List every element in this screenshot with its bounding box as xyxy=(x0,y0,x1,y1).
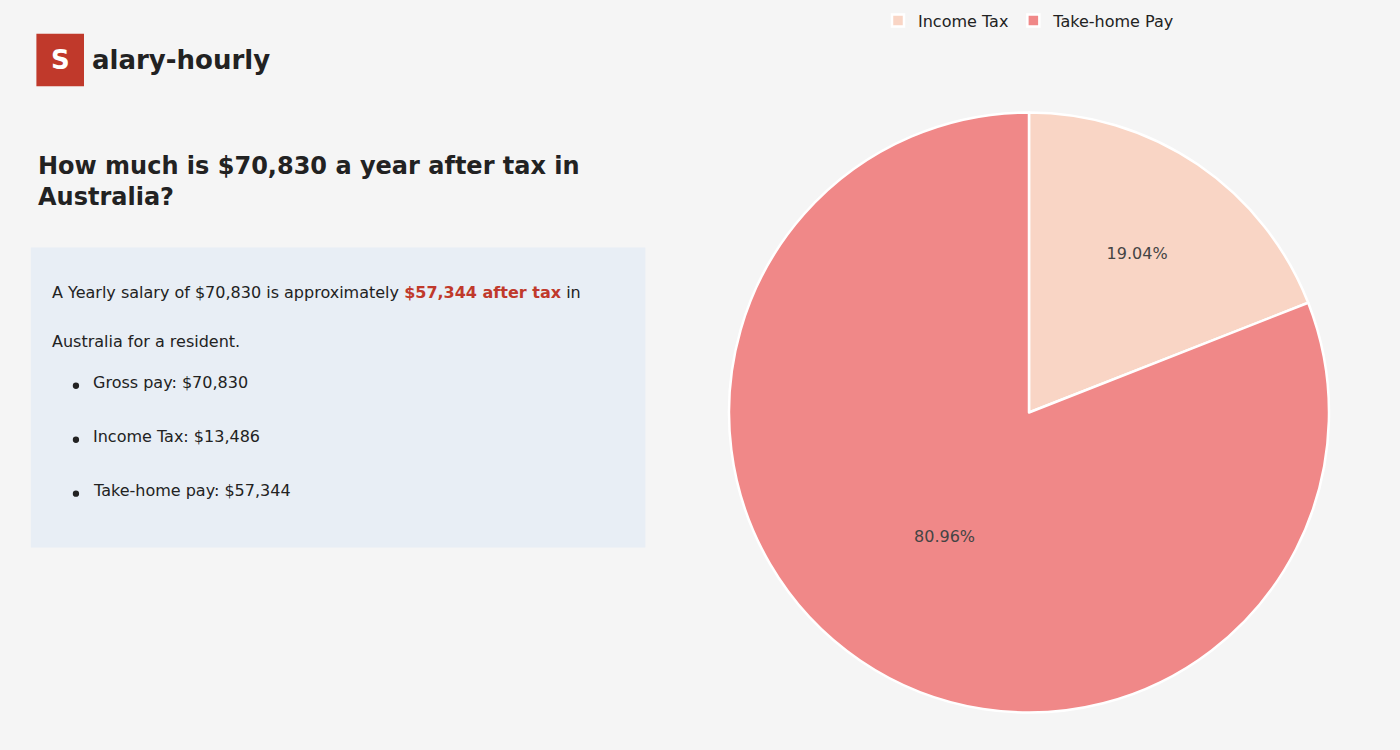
svg-text:S: S xyxy=(51,45,70,75)
svg-text:80.96%: 80.96% xyxy=(914,527,975,546)
svg-text:Australia for a resident.: Australia for a resident. xyxy=(52,332,240,351)
svg-text:Income Tax: $13,486: Income Tax: $13,486 xyxy=(93,427,260,446)
svg-text:Income Tax: Income Tax xyxy=(918,12,1008,31)
svg-text:alary-hourly: alary-hourly xyxy=(92,45,270,75)
svg-text:Gross pay: $70,830: Gross pay: $70,830 xyxy=(93,373,248,392)
svg-text:Take-home pay: $57,344: Take-home pay: $57,344 xyxy=(93,481,291,500)
svg-text:Take-home Pay: Take-home Pay xyxy=(1052,12,1173,31)
svg-text:How much is $70,830 a year aft: How much is $70,830 a year after tax inA… xyxy=(38,152,580,211)
svg-text:A Yearly salary of $70,830 is: A Yearly salary of $70,830 is approximat… xyxy=(52,283,581,302)
svg-text:19.04%: 19.04% xyxy=(1107,244,1168,263)
